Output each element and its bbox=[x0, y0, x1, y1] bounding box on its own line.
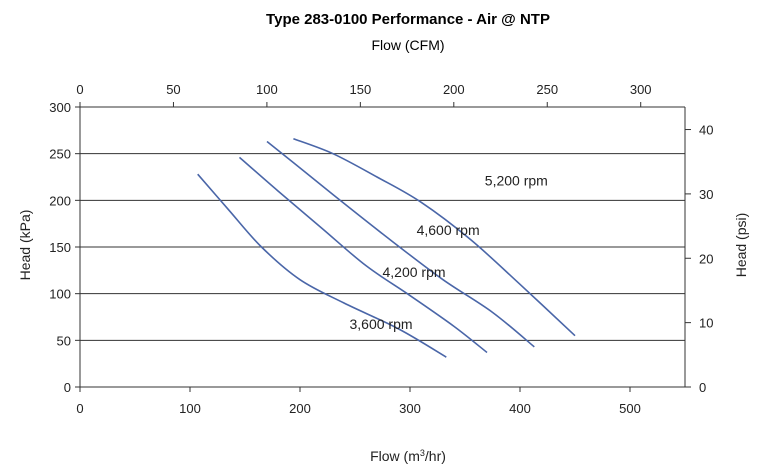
series-curves bbox=[197, 137, 576, 358]
x-tick-label: 400 bbox=[509, 401, 531, 416]
right-tick-label: 0 bbox=[699, 380, 706, 395]
top-tick-label: 100 bbox=[256, 82, 278, 97]
y-tick-label: 0 bbox=[64, 380, 71, 395]
y-tick-label: 150 bbox=[49, 240, 71, 255]
top-tick-label: 250 bbox=[536, 82, 558, 97]
series-label-3: 4,600 rpm bbox=[417, 222, 480, 238]
y-tick-label: 100 bbox=[49, 287, 71, 302]
right-tick-label: 20 bbox=[699, 251, 713, 266]
y-tick-label: 200 bbox=[49, 193, 71, 208]
series-label-4: 5,200 rpm bbox=[485, 172, 548, 188]
series-line-2 bbox=[238, 156, 488, 354]
series-line-1 bbox=[197, 173, 447, 358]
series-labels: 3,600 rpm 4,200 rpm 4,600 rpm 5,200 rpm bbox=[350, 172, 548, 332]
x-tick-label: 200 bbox=[289, 401, 311, 416]
right-tick-label: 10 bbox=[699, 316, 713, 331]
right-tick-label: 30 bbox=[699, 187, 713, 202]
series-label-1: 3,600 rpm bbox=[350, 316, 413, 332]
x-tick-label: 300 bbox=[399, 401, 421, 416]
x-tick-label: 500 bbox=[619, 401, 641, 416]
top-tick-label: 200 bbox=[443, 82, 465, 97]
right-tick-label: 40 bbox=[699, 123, 713, 138]
series-label-2: 4,200 rpm bbox=[383, 264, 446, 280]
top-tick-label: 150 bbox=[350, 82, 372, 97]
x-axis-label: Flow (m3/hr) bbox=[370, 448, 446, 464]
x-tick-label: 100 bbox=[179, 401, 201, 416]
y-axis-label-right: Head (psi) bbox=[733, 213, 749, 278]
chart-title: Type 283-0100 Performance - Air @ NTP bbox=[266, 11, 550, 28]
y-tick-label: 50 bbox=[57, 333, 71, 348]
top-axis-label: Flow (CFM) bbox=[371, 37, 444, 53]
top-tick-label: 300 bbox=[630, 82, 652, 97]
top-tick-label: 50 bbox=[166, 82, 180, 97]
series-line-3 bbox=[266, 140, 535, 348]
x-tick-label: 0 bbox=[76, 401, 83, 416]
gridlines bbox=[80, 153, 685, 341]
series-line-4 bbox=[293, 137, 576, 337]
y-tick-label: 300 bbox=[49, 100, 71, 115]
top-tick-label: 0 bbox=[76, 82, 83, 97]
y-axis-label-left: Head (kPa) bbox=[17, 210, 33, 281]
y-tick-label: 250 bbox=[49, 147, 71, 162]
